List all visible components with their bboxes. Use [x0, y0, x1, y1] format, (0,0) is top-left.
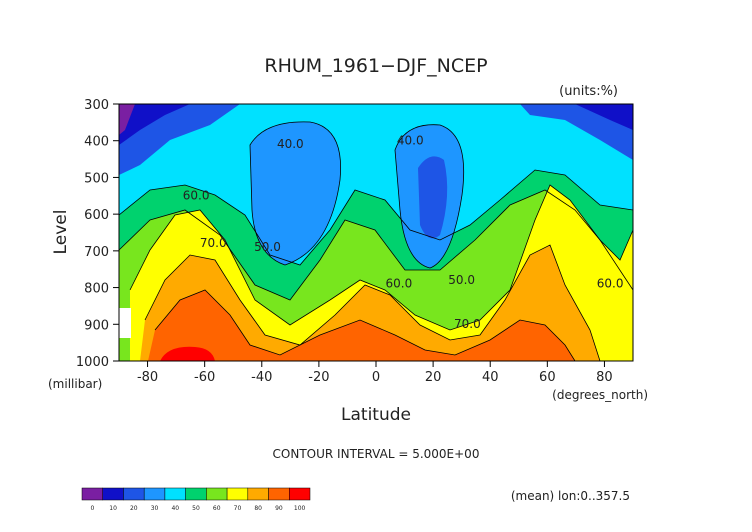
- band-20-30c: [520, 104, 633, 160]
- band-10-20: [119, 104, 190, 145]
- x-tick-label-0: -80: [137, 370, 158, 385]
- units-label: (units:%): [559, 84, 618, 99]
- x-tick-label-7: 60: [539, 370, 556, 385]
- colorbar-swatch-7: [226, 487, 249, 501]
- colorbar-label-5: 50: [192, 505, 200, 512]
- x-tick-label-6: 40: [482, 370, 499, 385]
- band-20-30: [418, 156, 448, 239]
- x-tick-label-2: -40: [251, 370, 272, 385]
- footnote: (mean) lon:0..357.5: [511, 489, 630, 503]
- colorbar-swatch-5: [185, 487, 207, 501]
- y-tick-label-2: 500: [84, 171, 109, 186]
- colorbar-labels: 0 10 20 30 40 50 60 70 80 90 100: [90, 505, 305, 512]
- x-units-label: (degrees_north): [552, 388, 648, 402]
- contour-label-4: 50.0: [254, 240, 281, 254]
- band-10-20b: [575, 104, 633, 130]
- y-tick-label-3: 600: [84, 208, 109, 223]
- contour-plot-area: [119, 104, 633, 361]
- y-tick-label-7: 1000: [76, 355, 109, 370]
- contour-label-5: 60.0: [385, 277, 412, 291]
- x-tick-label-4: 0: [372, 370, 380, 385]
- colorbar-swatch-0: [81, 487, 103, 501]
- x-axis: -80 -60 -40 -20 0 20 40 60 80: [137, 361, 613, 385]
- colorbar-label-7: 70: [234, 505, 242, 512]
- chart-title: RHUM_1961−DJF_NCEP: [264, 55, 487, 77]
- contour-label-8: 60.0: [597, 277, 624, 291]
- colorbar-swatch-6: [206, 487, 228, 501]
- y-tick-label-1: 400: [84, 135, 109, 150]
- y-tick-label-0: 300: [84, 98, 109, 113]
- colorbar-swatch-3: [143, 487, 166, 501]
- colorbar-label-10: 100: [294, 505, 306, 512]
- missing-data: [119, 308, 131, 338]
- colorbar-label-2: 20: [130, 505, 138, 512]
- colorbar-label-9: 90: [275, 505, 283, 512]
- band-80-90: [148, 290, 575, 361]
- colorbar-swatch-8: [247, 487, 269, 501]
- y-tick-label-5: 800: [84, 282, 109, 297]
- x-tick-label-8: 80: [596, 370, 613, 385]
- contour-labels: 40.0 40.0 60.0 70.0 50.0 60.0 50.0 70.0 60.0: [183, 133, 624, 331]
- y-units-label: (millibar): [48, 377, 102, 391]
- colorbar: [81, 487, 311, 501]
- colorbar-label-4: 40: [171, 505, 179, 512]
- contour-label-2: 60.0: [183, 188, 210, 202]
- colorbar-swatch-9: [268, 487, 290, 501]
- x-axis-title: Latitude: [341, 405, 411, 425]
- colorbar-label-0: 0: [90, 505, 94, 512]
- contour-interval-label: CONTOUR INTERVAL = 5.000E+00: [273, 447, 480, 461]
- x-tick-label-3: -20: [308, 370, 329, 385]
- y-axis-title: Level: [51, 210, 71, 255]
- x-tick-label-1: -60: [194, 370, 215, 385]
- contour-label-7: 70.0: [454, 317, 481, 331]
- contour-lines: [119, 121, 633, 361]
- colorbar-swatch-4: [164, 487, 186, 501]
- colorbar-swatch-1: [102, 487, 124, 501]
- band-70-80: [140, 245, 600, 361]
- band-90-100: [160, 346, 215, 361]
- contour-label-0: 40.0: [277, 137, 304, 151]
- contour-label-1: 40.0: [397, 133, 424, 147]
- x-tick-label-5: 20: [425, 370, 442, 385]
- y-tick-label-6: 900: [84, 318, 109, 333]
- colorbar-swatch-10: [289, 487, 311, 501]
- colorbar-label-3: 30: [151, 505, 159, 512]
- colorbar-swatch-2: [123, 487, 145, 501]
- band-40-50: [119, 104, 633, 265]
- contour-label-3: 70.0: [200, 236, 227, 250]
- band-0-10: [119, 104, 135, 135]
- colorbar-label-1: 10: [109, 505, 117, 512]
- colorbar-label-6: 60: [213, 505, 221, 512]
- colorbar-label-8: 80: [254, 505, 262, 512]
- band-30-40: [250, 121, 341, 265]
- y-axis: 300 400 500 600 700 800 900 1000: [76, 98, 119, 370]
- contour-label-6: 50.0: [448, 273, 475, 287]
- y-tick-label-4: 700: [84, 245, 109, 260]
